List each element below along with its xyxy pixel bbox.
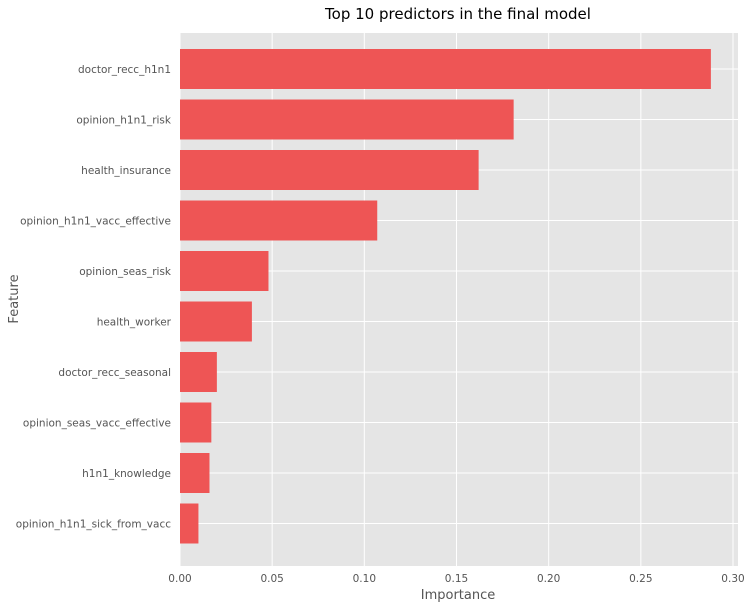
chart-title: Top 10 predictors in the final model xyxy=(324,5,591,23)
bar-h1n1-knowledge xyxy=(180,453,210,493)
bar-opinion-h1n1-sick-from-vacc xyxy=(180,503,199,544)
y-tick-label: opinion_seas_vacc_effective xyxy=(23,418,171,430)
y-tick-label: doctor_recc_h1n1 xyxy=(78,64,171,76)
y-tick-labels: doctor_recc_h1n1 opinion_h1n1_risk health_… xyxy=(16,64,172,531)
x-tick-label: 0.00 xyxy=(168,573,191,585)
x-tick-label: 0.30 xyxy=(721,573,744,585)
x-tick-label: 0.15 xyxy=(445,573,468,585)
x-axis-title: Importance xyxy=(421,588,496,603)
bar-doctor-recc-seasonal xyxy=(180,352,217,392)
bar-health-worker xyxy=(180,301,252,342)
x-tick-label: 0.20 xyxy=(537,573,560,585)
bars xyxy=(180,49,711,544)
y-tick-label: doctor_recc_seasonal xyxy=(58,367,171,379)
y-axis-title: Feature xyxy=(7,274,22,323)
bar-opinion-h1n1-vacc-effective xyxy=(180,200,378,241)
y-tick-label: h1n1_knowledge xyxy=(82,468,171,480)
y-tick-label: health_insurance xyxy=(81,165,171,177)
x-tick-label: 0.25 xyxy=(629,573,652,585)
y-tick-label: opinion_h1n1_sick_from_vacc xyxy=(16,519,171,531)
bar-opinion-seas-vacc-effective xyxy=(180,402,212,443)
x-tick-labels: 0.00 0.05 0.10 0.15 0.20 0.25 0.30 xyxy=(168,573,744,585)
bar-opinion-h1n1-risk xyxy=(180,99,514,140)
y-tick-label: health_worker xyxy=(97,317,172,329)
y-tick-label: opinion_h1n1_risk xyxy=(76,115,172,127)
bar-health-insurance xyxy=(180,150,479,190)
y-tick-label: opinion_seas_risk xyxy=(79,266,172,278)
y-tick-label: opinion_h1n1_vacc_effective xyxy=(20,216,171,228)
bar-opinion-seas-risk xyxy=(180,251,269,291)
x-tick-label: 0.05 xyxy=(260,573,283,585)
bar-doctor-recc-h1n1 xyxy=(180,49,711,89)
x-tick-label: 0.10 xyxy=(353,573,376,585)
